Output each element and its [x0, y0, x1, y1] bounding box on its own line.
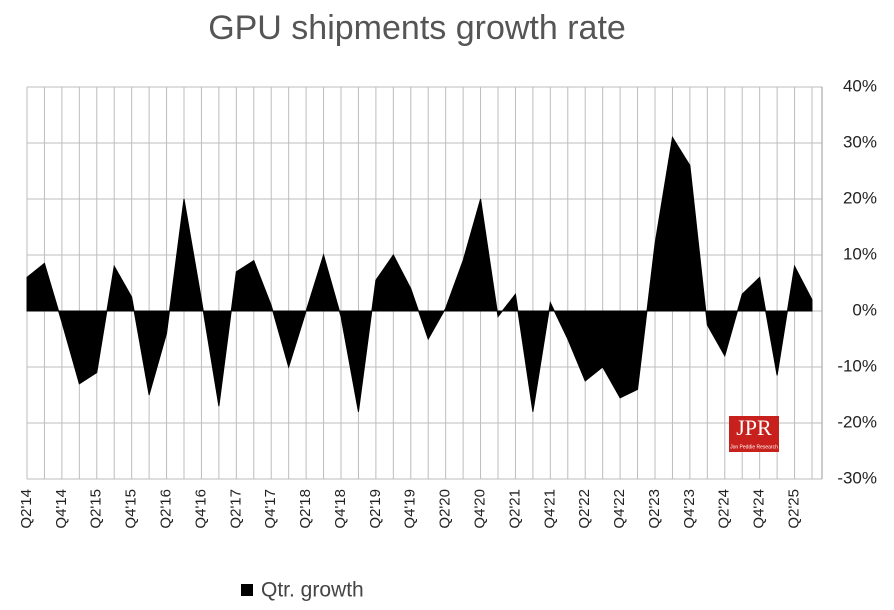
y-tick-label: 40% — [843, 76, 877, 95]
x-tick-label: Q2'24 — [716, 489, 733, 529]
x-tick-label: Q4'20 — [472, 489, 489, 529]
x-tick-label: Q4'16 — [192, 489, 209, 529]
x-tick-label: Q2'15 — [88, 489, 105, 529]
x-tick-label: Q4'21 — [541, 489, 558, 529]
legend-label: Qtr. growth — [261, 579, 364, 602]
y-tick-label: 10% — [843, 244, 877, 263]
x-tick-label: Q4'17 — [262, 489, 279, 529]
y-tick-label: -10% — [837, 356, 877, 375]
y-tick-label: -30% — [837, 468, 877, 487]
legend-swatch — [241, 584, 253, 596]
chart-title: GPU shipments growth rate — [208, 9, 626, 47]
x-tick-label: Q2'20 — [437, 489, 454, 529]
x-tick-label: Q2'23 — [646, 489, 663, 529]
area — [26, 136, 813, 412]
x-tick-label: Q2'25 — [786, 489, 803, 529]
logo: JPR Jon Peddie Research — [729, 415, 779, 452]
x-tick-label: Q4'22 — [611, 489, 628, 529]
x-tick-label: Q4'14 — [53, 489, 70, 529]
logo-text: JPR — [736, 415, 772, 440]
y-tick-label: 0% — [852, 300, 877, 319]
x-tick-label: Q2'19 — [367, 489, 384, 529]
x-tick-label: Q2'17 — [227, 489, 244, 529]
logo-subtext: Jon Peddie Research — [730, 444, 778, 450]
x-tick-label: Q4'15 — [123, 489, 140, 529]
x-tick-label: Q4'23 — [681, 489, 698, 529]
x-tick-label: Q2'14 — [18, 489, 35, 529]
x-tick-label: Q4'24 — [751, 489, 768, 529]
x-tick-label: Q2'21 — [506, 489, 523, 529]
y-tick-label: 20% — [843, 188, 877, 207]
y-tick-label: -20% — [837, 412, 877, 431]
x-tick-label: Q2'16 — [158, 489, 175, 529]
logo-box — [729, 416, 779, 452]
x-tick-label: Q4'19 — [402, 489, 419, 529]
x-tick-label: Q2'18 — [297, 489, 314, 529]
x-tick-label: Q4'18 — [332, 489, 349, 529]
x-tick-label: Q2'22 — [576, 489, 593, 529]
y-tick-label: 30% — [843, 132, 877, 151]
